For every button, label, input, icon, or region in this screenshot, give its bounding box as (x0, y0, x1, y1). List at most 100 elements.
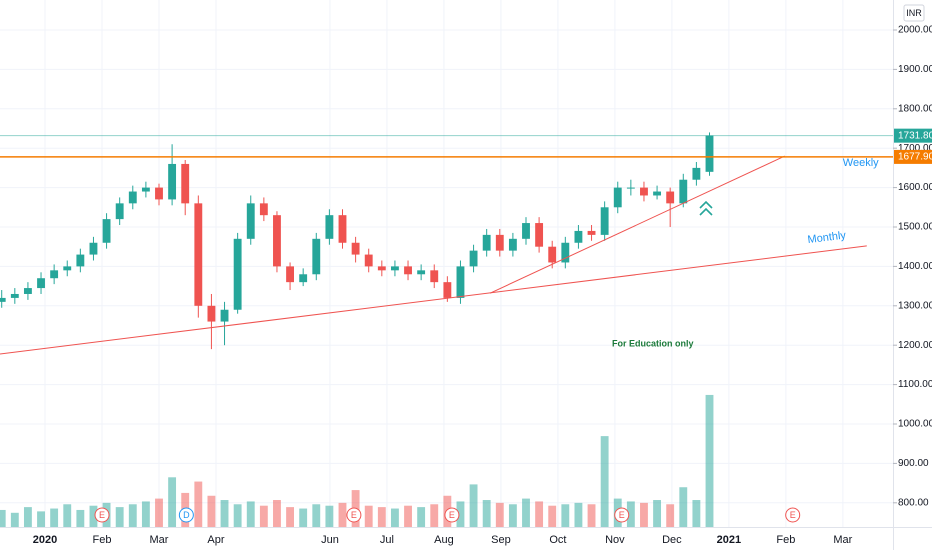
volume-bar (168, 477, 177, 527)
candle-body (600, 207, 609, 235)
candle-body (259, 203, 268, 216)
candle-body (312, 238, 321, 275)
event-label: E (351, 510, 357, 520)
volume-bar (63, 504, 72, 527)
candle-body (37, 278, 45, 289)
trendline-label: Monthly (807, 229, 847, 246)
volume-bar (653, 500, 662, 527)
volume-bar (574, 502, 583, 527)
y-tick-label: 1300.00 (898, 300, 932, 311)
annotation: For Education only (612, 338, 694, 348)
candle-body (508, 238, 517, 251)
candle-body (168, 163, 177, 200)
trendline (489, 155, 785, 294)
x-tick-label: Jul (380, 534, 394, 546)
volume-bar (679, 487, 688, 527)
volume-bar (482, 500, 491, 527)
currency-box[interactable] (903, 4, 925, 22)
x-tick-label: Nov (605, 534, 625, 546)
candle-body (404, 266, 412, 275)
candle-body (666, 191, 675, 204)
candle-body (351, 242, 360, 255)
y-tick-label: 1700.00 (898, 143, 932, 154)
candle-body (443, 282, 452, 298)
x-tick-label: Apr (207, 534, 224, 546)
volume-bar (220, 500, 229, 527)
candle-body (0, 297, 6, 302)
volume-bar (325, 505, 334, 527)
volume-bar (456, 501, 465, 527)
volume-bar (286, 507, 295, 527)
candle-body (63, 266, 72, 271)
y-tick-label: 1600.00 (898, 182, 932, 193)
trendline (0, 245, 867, 355)
price-label-box (894, 149, 932, 164)
candle-body (640, 187, 648, 196)
volume-bar (364, 505, 373, 527)
y-tick-label: 1200.00 (898, 340, 932, 351)
event-marker (178, 507, 194, 523)
volume-bar (404, 505, 412, 527)
volume-bar (640, 502, 648, 527)
candle-body (155, 187, 163, 200)
candle-body (482, 234, 491, 251)
candle-body (364, 254, 373, 267)
volume-bar (508, 504, 517, 527)
candle-body (653, 191, 662, 196)
candle-body (181, 163, 190, 204)
candle-body (141, 187, 150, 192)
y-tick-label: 800.00 (898, 497, 929, 508)
candle-body (50, 270, 59, 279)
volume-bar (23, 507, 32, 527)
x-tick-label: Aug (434, 534, 454, 546)
x-tick-label: 2021 (717, 534, 741, 546)
volume-bar (666, 504, 675, 527)
volume-bar (548, 505, 557, 527)
volume-bar (430, 504, 439, 527)
volume-bar (141, 501, 150, 527)
event-label: E (619, 510, 625, 520)
volume-bar (299, 508, 308, 527)
price-label: 1731.80 (898, 130, 932, 141)
volume-bar (233, 504, 242, 527)
candle-body (574, 230, 583, 243)
y-tick-label: 1800.00 (898, 103, 932, 114)
candle-body (417, 270, 426, 275)
volume-bar (561, 504, 570, 527)
x-tick-label: Oct (549, 534, 566, 546)
price-label-box (894, 128, 932, 143)
volume-bar (535, 501, 544, 527)
x-tick-label: Sep (491, 534, 511, 546)
volume-bar (522, 498, 530, 527)
candle-body (679, 179, 688, 204)
volume-bar (587, 504, 596, 527)
price-label: 1677.90 (898, 152, 932, 163)
candle-body (338, 215, 347, 243)
candle-body (273, 215, 281, 267)
x-tick-label: Dec (662, 534, 682, 546)
x-tick-label: Mar (150, 534, 169, 546)
volume-bar (155, 498, 163, 527)
candle-body (207, 305, 216, 322)
volume-bar (194, 481, 203, 527)
volume-bar (600, 436, 609, 527)
x-tick-label: Mar (833, 534, 852, 546)
x-tick-label: Feb (93, 534, 112, 546)
volume-bar (390, 508, 399, 527)
candle-body (430, 270, 439, 283)
event-marker (614, 507, 630, 523)
volume-bar (417, 507, 426, 527)
volume-bar (128, 504, 137, 527)
event-label: E (790, 510, 796, 520)
x-tick-label: Feb (776, 534, 795, 546)
volume-bar (76, 509, 85, 527)
volume-bar (495, 502, 504, 527)
volume-bar (692, 500, 701, 527)
chevron-icon (699, 200, 713, 216)
candle-body (390, 266, 399, 271)
y-tick-label: 1500.00 (898, 222, 932, 233)
candle-body (495, 234, 504, 251)
event-marker (785, 507, 801, 523)
